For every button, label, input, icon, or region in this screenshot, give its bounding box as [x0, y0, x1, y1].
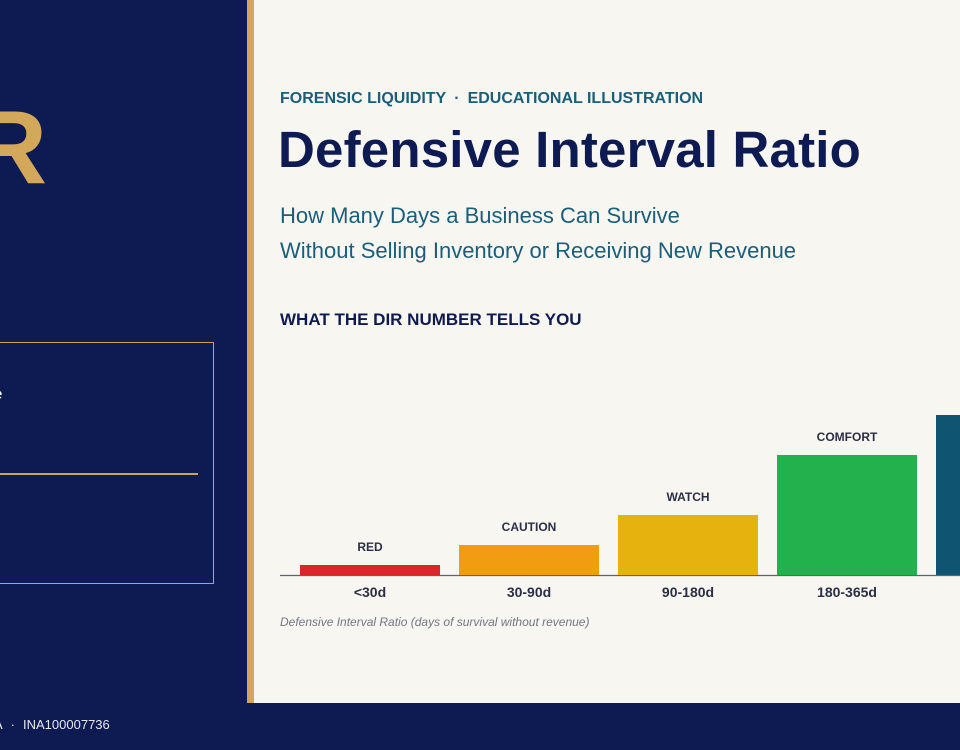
- tick-label-4: 180-365d: [817, 584, 877, 600]
- gold-divider: [247, 0, 254, 703]
- page-title: Defensive Interval Ratio: [278, 121, 862, 178]
- left-panel: R le s: [0, 0, 247, 703]
- tick-label-1: <30d: [354, 584, 386, 600]
- info-box: [0, 342, 214, 584]
- brand-letter: R: [0, 90, 48, 206]
- info-box-line-1: le: [0, 386, 2, 404]
- bar-4: [777, 455, 917, 575]
- eyebrow: FORENSIC LIQUIDITY · EDUCATIONAL ILLUSTRAT…: [280, 90, 703, 108]
- bar-label-1: RED: [357, 540, 383, 554]
- bar-label-4: COMFORT: [817, 430, 878, 444]
- bar-2: [459, 545, 599, 575]
- page-subtitle: How Many Days a Business Can Survive Wit…: [280, 198, 796, 268]
- eyebrow-separator: ·: [454, 90, 460, 107]
- eyebrow-type: EDUCATIONAL ILLUSTRATION: [467, 90, 704, 107]
- footer-separator: ·: [10, 717, 16, 732]
- chart-axis-caption: Defensive Interval Ratio (days of surviv…: [280, 615, 590, 629]
- bar-5: [936, 415, 960, 575]
- bar-label-3: WATCH: [666, 490, 709, 504]
- bar-3: [618, 515, 758, 575]
- footer-text: A · INA100007736: [0, 717, 110, 732]
- footer-left: A: [0, 717, 3, 732]
- tick-label-3: 90-180d: [662, 584, 714, 600]
- bar-label-2: CAUTION: [502, 520, 557, 534]
- info-box-divider: [0, 473, 198, 475]
- subtitle-line-2: Without Selling Inventory or Receiving N…: [280, 238, 797, 263]
- eyebrow-category: FORENSIC LIQUIDITY: [280, 90, 447, 107]
- right-panel: FORENSIC LIQUIDITY · EDUCATIONAL ILLUSTRAT…: [254, 0, 960, 703]
- footer: A · INA100007736: [0, 703, 960, 750]
- dir-bar-chart: RED <30d CAUTION 30-90d WATCH 90-180d COMFORT 1…: [280, 415, 960, 600]
- footer-id: INA100007736: [23, 717, 110, 732]
- tick-label-2: 30-90d: [507, 584, 551, 600]
- subtitle-line-1: How Many Days a Business Can Survive: [280, 203, 680, 228]
- section-heading: WHAT THE DIR NUMBER TELLS YOU: [280, 310, 582, 329]
- bar-1: [300, 565, 440, 575]
